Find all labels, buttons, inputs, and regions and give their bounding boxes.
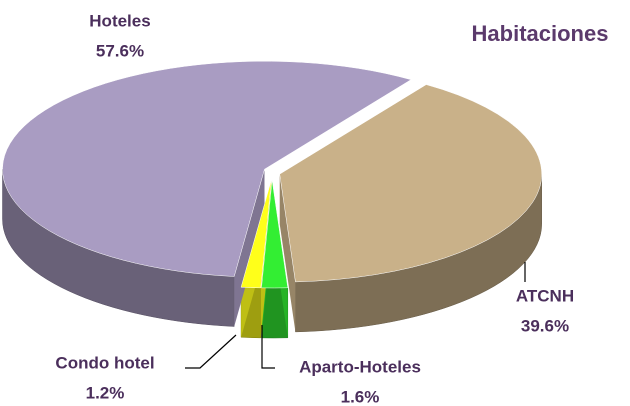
leader-line [185, 334, 237, 369]
category-label: Hoteles [89, 11, 150, 30]
labels: ATCNH 39.6% Aparto-Hoteles 1.6% Condo hotel 1… [55, 11, 574, 406]
slice [2, 60, 412, 277]
chart-title: Habitaciones [472, 21, 609, 46]
slice [261, 179, 289, 289]
value-label: 1.2% [86, 383, 125, 402]
value-label: 39.6% [521, 316, 569, 335]
category-label: Condo hotel [55, 353, 154, 372]
slice [279, 84, 542, 283]
pie-tops [2, 60, 542, 289]
leader-line [261, 325, 275, 369]
category-label: Aparto-Hoteles [299, 357, 421, 376]
value-label: 57.6% [96, 41, 144, 60]
slice-cut-face [279, 174, 296, 332]
value-label: 1.6% [341, 387, 380, 406]
category-label: ATCNH [516, 286, 574, 305]
slice [240, 179, 272, 289]
